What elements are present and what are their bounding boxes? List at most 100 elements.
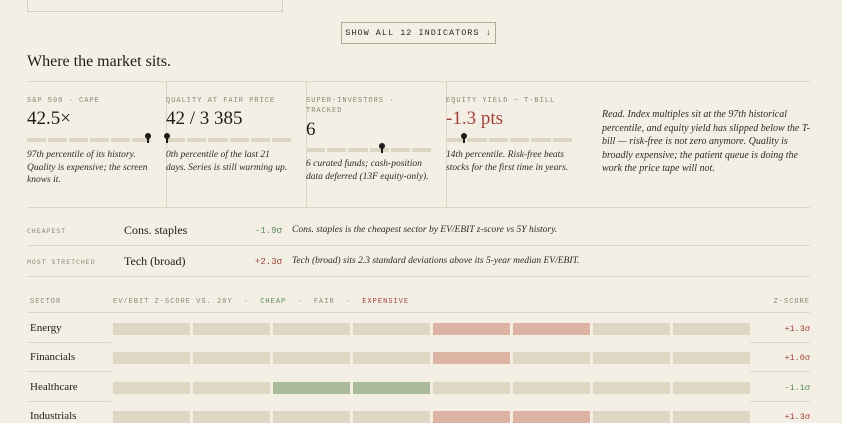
card-description: 0th percentile of the last 21 days. Seri… [166, 150, 288, 173]
zscore-strip [113, 411, 750, 423]
zscore-cell [353, 352, 430, 364]
card-label: QUALITY AT FAIR PRICE [166, 97, 276, 105]
zscore-cell [673, 323, 750, 335]
separator: · [297, 298, 303, 306]
show-all-indicators-button[interactable]: SHOW ALL 12 INDICATORS ↓ [341, 22, 496, 44]
zscore-cell [193, 352, 270, 364]
indicator-card-cape: S&P 500 · CAPE 42.5× 97th percentile of … [27, 82, 166, 207]
zscore-cell [273, 382, 350, 394]
cheapest-label: CHEAPEST [27, 228, 67, 235]
percentile-track [446, 138, 572, 142]
most-stretched-zscore: +2.3σ [255, 257, 283, 267]
row-divider [750, 401, 810, 402]
most-stretched-sector: Tech (broad) [124, 254, 186, 268]
zscore-cell [593, 411, 670, 423]
indicator-card-investors: SUPER-INVESTORS · TRACKED 6 6 curated fu… [306, 82, 446, 207]
zscore-cell [673, 382, 750, 394]
sector-name: Energy [30, 322, 62, 334]
fair-legend: FAIR [313, 298, 335, 306]
read-note: Read. Index multiples sit at the 97th hi… [602, 109, 811, 174]
row-divider [27, 401, 111, 402]
zscore-cell [433, 382, 510, 394]
zscore-cell [513, 382, 590, 394]
zscore-cell [513, 352, 590, 364]
sector-name: Financials [30, 351, 76, 363]
sector-column-header: SECTOR [30, 298, 62, 306]
zscore-cell [113, 323, 190, 335]
most-stretched-note: Tech (broad) sits 2.3 standard deviation… [292, 256, 580, 266]
zscore-cell [593, 323, 670, 335]
most-stretched-label: MOST STRETCHED [27, 259, 96, 266]
cheapest-zscore: -1.9σ [255, 226, 283, 236]
card-value: -1.3 pts [446, 108, 503, 129]
zscore-cell [113, 411, 190, 423]
divider [27, 312, 810, 313]
sector-zscore: -1.1σ [784, 383, 810, 393]
zscore-strip [113, 352, 750, 364]
zscore-cell [673, 411, 750, 423]
separator: · [243, 298, 250, 306]
percentile-track [306, 148, 432, 152]
zscore-cell [193, 411, 270, 423]
scale-column-header: EV/EBIT Z-SCORE VS. 20Y · CHEAP · FAIR ·… [113, 298, 409, 306]
zscore-cell [113, 382, 190, 394]
zscore-cell [673, 352, 750, 364]
card-label: EQUITY YIELD − T-BILL [446, 97, 556, 105]
zscore-cell [593, 382, 670, 394]
cheapest-note: Cons. staples is the cheapest sector by … [292, 225, 558, 235]
sector-name: Industrials [30, 410, 77, 422]
zscore-cell [113, 352, 190, 364]
divider [27, 245, 810, 246]
percentile-track [166, 138, 292, 142]
sector-zscore: +1.0σ [784, 353, 810, 363]
zscore-cell [193, 323, 270, 335]
zscore-cell [353, 323, 430, 335]
card-divider [166, 82, 167, 207]
zscore-cell [353, 382, 430, 394]
cheapest-sector: Cons. staples [124, 223, 188, 237]
card-description: 97th percentile of its history. Quality … [27, 150, 148, 185]
zscore-cell [513, 411, 590, 423]
divider [27, 276, 810, 277]
card-value: 42.5× [27, 108, 71, 129]
sector-zscore: +1.3σ [784, 324, 810, 334]
sector-name: Healthcare [30, 381, 78, 393]
card-description: 6 curated funds; cash-position data defe… [306, 159, 429, 182]
zscore-cell [273, 352, 350, 364]
zscore-cell [273, 323, 350, 335]
percentile-track [27, 138, 151, 142]
zscore-strip [113, 323, 750, 335]
zscore-cell [433, 352, 510, 364]
cheap-legend: CHEAP [260, 298, 287, 306]
card-divider [306, 82, 307, 207]
card-label: S&P 500 · CAPE [27, 97, 100, 105]
row-divider [750, 342, 810, 343]
zscore-cell [433, 323, 510, 335]
card-value: 6 [306, 119, 316, 140]
zscore-cell [593, 352, 670, 364]
zscore-column-header: Z-SCORE [773, 298, 810, 306]
indicator-card-quality: QUALITY AT FAIR PRICE 42 / 3 385 0th per… [164, 82, 306, 207]
zscore-cell [513, 323, 590, 335]
expensive-legend: EXPENSIVE [362, 298, 410, 306]
previous-panel-frame [27, 0, 283, 12]
card-description: 14th percentile. Risk-free beats stocks … [446, 150, 569, 173]
scale-title: EV/EBIT Z-SCORE VS. 20Y [113, 298, 233, 306]
zscore-cell [273, 411, 350, 423]
zscore-cell [193, 382, 270, 394]
row-divider [27, 342, 111, 343]
divider [27, 207, 810, 208]
row-divider [27, 371, 111, 372]
zscore-cell [433, 411, 510, 423]
card-divider [446, 82, 447, 207]
separator: · [345, 298, 352, 306]
sector-zscore: +1.3σ [784, 412, 810, 422]
card-value: 42 / 3 385 [166, 108, 243, 129]
divider [27, 81, 810, 82]
row-divider [750, 371, 810, 372]
card-label: SUPER-INVESTORS · TRACKED [306, 97, 395, 115]
zscore-cell [353, 411, 430, 423]
section-title: Where the market sits. [27, 53, 171, 70]
indicator-card-equity-yield: EQUITY YIELD − T-BILL -1.3 pts 14th perc… [446, 82, 586, 207]
zscore-strip [113, 382, 750, 394]
